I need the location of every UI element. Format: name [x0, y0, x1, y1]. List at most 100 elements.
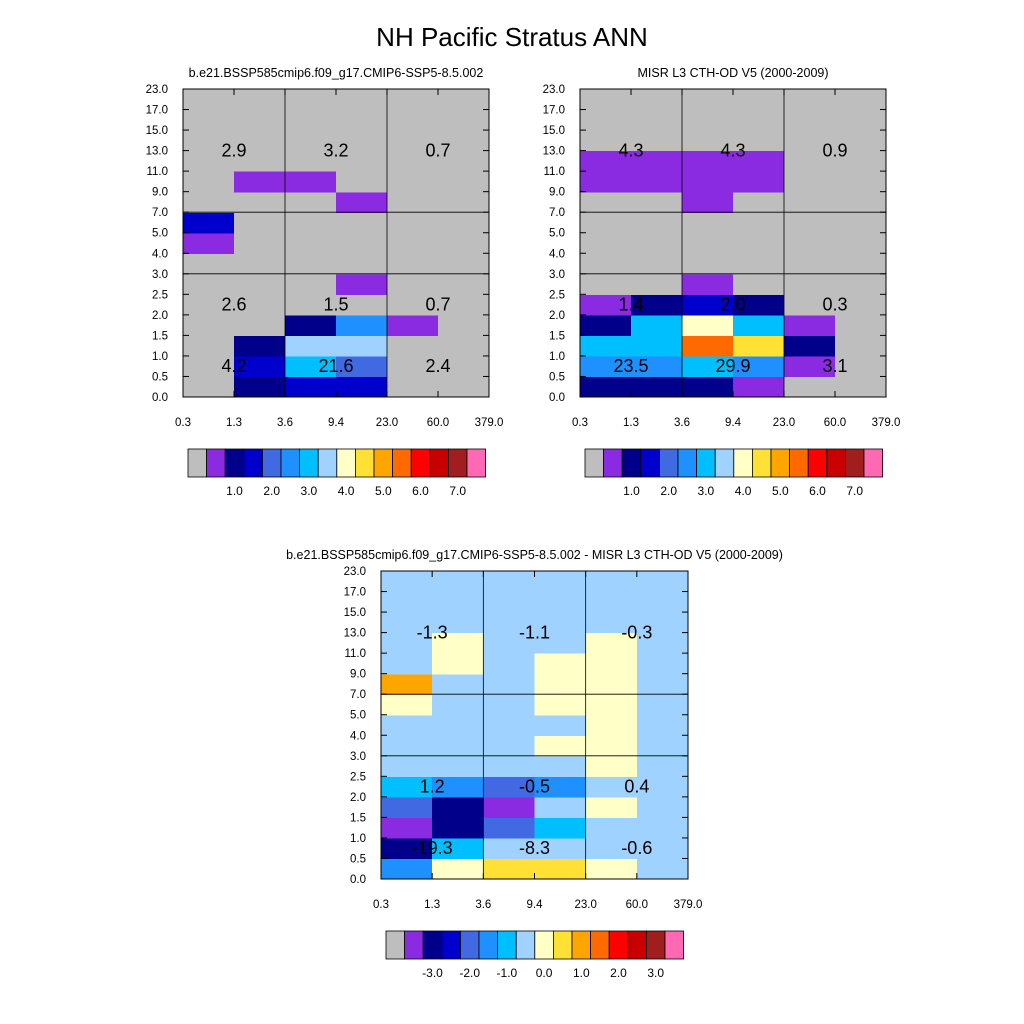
heatmap-cell	[631, 273, 683, 295]
colorbar-swatch	[280, 448, 301, 478]
colorbar-label: 2.0	[610, 966, 627, 980]
heatmap-cell	[336, 130, 388, 152]
heatmap-cell	[381, 694, 433, 716]
colorbar-swatch	[515, 930, 536, 960]
heatmap-cell	[234, 130, 286, 152]
heatmap-cell	[733, 253, 785, 275]
block-value: -1.1	[519, 623, 550, 643]
y-tick-label: 13.0	[146, 146, 168, 158]
heatmap-cell	[483, 612, 536, 634]
heatmap-cell	[733, 376, 785, 398]
heatmap-cell	[381, 591, 433, 613]
heatmap-cell	[585, 694, 638, 716]
heatmap-cell	[585, 714, 638, 736]
y-tick-label: 7.0	[152, 207, 168, 219]
heatmap-cell	[387, 150, 439, 172]
block-value: -0.5	[519, 777, 550, 797]
heatmap-cell	[438, 109, 490, 131]
colorbar-label: 1.0	[573, 966, 590, 980]
heatmap-cell	[285, 253, 337, 275]
heatmap-cell	[285, 273, 337, 295]
heatmap-cell	[784, 212, 836, 234]
heatmap-cell	[183, 273, 235, 295]
colorbar-label: 6.0	[809, 484, 826, 498]
heatmap-cell	[285, 109, 337, 131]
x-tick-label: 3.6	[277, 417, 293, 429]
heatmap-cell	[784, 376, 836, 398]
y-tick-label: 0.5	[549, 371, 565, 383]
heatmap-cell	[336, 191, 388, 213]
heatmap-cell	[438, 171, 490, 193]
x-tick-label: 379.0	[872, 417, 901, 429]
heatmap-cell	[483, 632, 536, 654]
block-value: 29.9	[715, 356, 750, 376]
heatmap-cell	[387, 253, 439, 275]
x-tick-label: 9.4	[725, 417, 742, 429]
colorbar-swatch	[845, 448, 865, 478]
heatmap-cell	[682, 171, 734, 193]
heatmap-cell	[682, 355, 734, 378]
heatmap-cell	[183, 89, 235, 111]
heatmap-cell	[631, 355, 683, 378]
colorbar-swatch	[826, 448, 846, 478]
x-tick-label: 3.6	[475, 899, 491, 911]
heatmap-cell	[585, 673, 638, 695]
heatmap-cell	[835, 232, 887, 254]
heatmap-cell	[432, 591, 484, 613]
heatmap-cell	[636, 817, 689, 839]
colorbar-label: 2.0	[263, 484, 280, 498]
y-tick-label: 2.0	[350, 792, 366, 804]
heatmap-cell	[432, 571, 484, 593]
block-value: -8.3	[519, 838, 550, 858]
heatmap-cell	[733, 89, 785, 111]
colorbar-swatch	[621, 448, 642, 478]
heatmap-cell	[534, 817, 587, 839]
colorbar-label: 3.0	[698, 484, 715, 498]
heatmap-cell	[784, 294, 836, 316]
heatmap-cell	[631, 335, 683, 357]
heatmap-cell	[631, 191, 683, 213]
heatmap-cell	[784, 253, 836, 275]
heatmap-cell	[183, 109, 235, 131]
heatmap-cell	[387, 232, 439, 254]
heatmap-cell	[285, 89, 337, 111]
panel-3: b.e21.BSSP585cmip6.f09_g17.CMIP6-SSP5-8.…	[286, 548, 783, 980]
heatmap-cell	[784, 273, 836, 295]
heatmap-cell	[381, 817, 433, 839]
heatmap-cell	[585, 858, 638, 880]
y-tick-label: 11.0	[146, 166, 168, 178]
heatmap-cell	[234, 355, 286, 378]
heatmap-cell	[682, 294, 734, 316]
colorbar-swatch	[187, 448, 208, 478]
heatmap-cell	[432, 776, 484, 798]
panel-title: b.e21.BSSP585cmip6.f09_g17.CMIP6-SSP5-8.…	[286, 548, 783, 562]
colorbar-swatch	[299, 448, 319, 478]
heatmap-cell	[580, 150, 632, 172]
colorbar-swatch	[733, 448, 753, 478]
colorbar-label: 3.0	[647, 966, 664, 980]
y-tick-label: 0.5	[350, 853, 366, 865]
heatmap-cell	[234, 376, 286, 398]
heatmap-cell	[636, 837, 689, 860]
block-value: 1.5	[323, 295, 348, 315]
heatmap-cell	[534, 673, 587, 695]
colorbar-swatch	[608, 930, 629, 960]
heatmap-cell	[234, 171, 286, 193]
heatmap-cell	[483, 571, 536, 593]
heatmap-cell	[387, 89, 439, 111]
heatmap-cell	[381, 796, 433, 818]
heatmap-cell	[733, 150, 785, 172]
heatmap-cell	[631, 232, 683, 254]
y-tick-label: 13.0	[344, 628, 366, 640]
x-tick-label: 23.0	[376, 417, 398, 429]
heatmap-cell	[682, 109, 734, 131]
heatmap-cell	[234, 150, 286, 172]
panel-2: MISR L3 CTH-OD V5 (2000-2009)0.00.51.01.…	[543, 66, 901, 498]
heatmap-cell	[234, 273, 286, 295]
block-value: 21.6	[318, 356, 353, 376]
block-value: 2.9	[221, 141, 246, 161]
heatmap-cell	[432, 714, 484, 736]
y-tick-label: 23.0	[146, 84, 168, 96]
heatmap-cell	[438, 355, 490, 378]
heatmap-cell	[387, 130, 439, 152]
